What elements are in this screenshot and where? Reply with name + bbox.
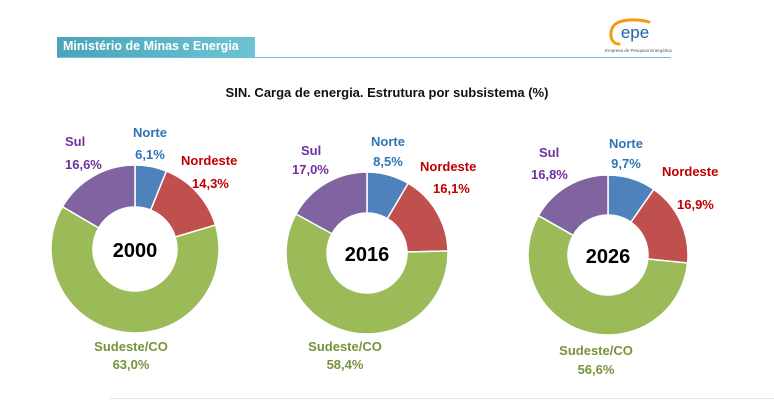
epe-logo-mark: epe [609, 18, 651, 46]
donut-2026-value-sul: 16,8% [531, 167, 568, 182]
donut-2016-label-sul: Sul [301, 143, 321, 158]
donut-2000-label-nordeste: Nordeste [181, 153, 237, 168]
donut-2016-label-sudeste-co: Sudeste/CO [308, 339, 382, 354]
donut-2026-label-sul: Sul [539, 145, 559, 160]
donut-2016-value-nordeste: 16,1% [433, 181, 470, 196]
donut-2026-label-sudeste-co: Sudeste/CO [559, 343, 633, 358]
donut-2016-year-label: 2016 [345, 244, 390, 266]
donut-2026-hole [568, 215, 648, 295]
donut-2026-value-sudeste-co: 56,6% [578, 362, 615, 377]
donut-2000-value-nordeste: 14,3% [192, 176, 229, 191]
donut-2026-value-nordeste: 16,9% [677, 197, 714, 212]
donut-2016-value-sudeste-co: 58,4% [327, 357, 364, 372]
ministry-banner: Ministério de Minas e Energia [57, 37, 255, 57]
donut-2026-label-norte: Norte [609, 136, 643, 151]
logo-text: epe [621, 23, 649, 42]
donut-2016-label-norte: Norte [371, 134, 405, 149]
donut-2000-label-norte: Norte [133, 125, 167, 140]
ministry-title: Ministério de Minas e Energia [63, 39, 239, 53]
epe-logo: epe Empresa de Pesquisa Energética [605, 18, 672, 56]
donut-2000-year-label: 2000 [113, 240, 158, 262]
header-divider [57, 57, 671, 58]
donut-2000-hole [93, 207, 177, 291]
donut-2016-value-norte: 8,5% [373, 154, 403, 169]
chart-title: SIN. Carga de energia. Estrutura por sub… [225, 85, 549, 100]
logo-subtitle: Empresa de Pesquisa Energética [605, 48, 672, 53]
donut-2026-value-norte: 9,7% [611, 156, 641, 171]
footer-divider [110, 398, 774, 399]
donut-2000-value-norte: 6,1% [135, 147, 165, 162]
donut-2026-year-label: 2026 [586, 246, 631, 268]
donut-2000-value-sudeste-co: 63,0% [113, 357, 150, 372]
donut-2016-value-sul: 17,0% [292, 162, 329, 177]
donut-2000-value-sul: 16,6% [65, 157, 102, 172]
donut-2000-label-sudeste-co: Sudeste/CO [94, 339, 168, 354]
donut-2000-label-sul: Sul [65, 134, 85, 149]
donut-2026-label-nordeste: Nordeste [662, 164, 718, 179]
donut-2016-hole [327, 213, 407, 293]
donut-2016-label-nordeste: Nordeste [420, 159, 476, 174]
donut-2026-slice-sudeste-co [527, 214, 689, 336]
